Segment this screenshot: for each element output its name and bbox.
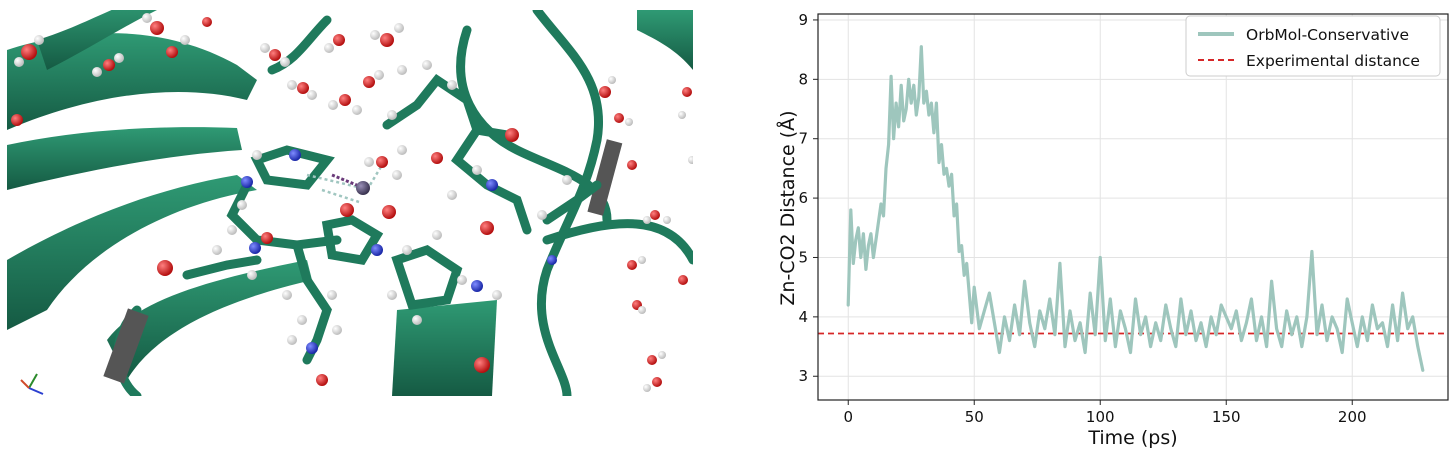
legend: OrbMol-Conservative Experimental distanc… [1185, 15, 1441, 77]
ligand-sticks [182, 73, 602, 365]
x-ticks: 0 50 100 150 200 [843, 400, 1367, 426]
chart-svg: 0 50 100 150 200 3 4 5 6 7 8 9 Time (ps) Zn-CO2 Di… [776, 11, 1449, 449]
y-tick-label: 4 [798, 308, 808, 326]
series-layer [846, 45, 1425, 372]
y-tick-label: 5 [798, 248, 808, 266]
x-tick-label: 100 [1086, 408, 1115, 426]
y-ticks: 3 4 5 6 7 8 9 [798, 11, 818, 385]
legend-label-experimental: Experimental distance [1246, 52, 1420, 70]
y-tick-label: 7 [798, 130, 808, 148]
plot-frame [817, 13, 1449, 401]
ribbon-strands [7, 10, 693, 396]
axes-triad-icon [20, 373, 44, 395]
x-axis-label: Time (ps) [1087, 427, 1177, 449]
legend-label-orbmol: OrbMol-Conservative [1246, 26, 1409, 44]
x-tick-label: 200 [1338, 408, 1367, 426]
y-tick-label: 6 [798, 189, 808, 207]
y-tick-label: 3 [798, 367, 808, 385]
x-tick-label: 0 [843, 408, 853, 426]
legend-box [1185, 15, 1441, 77]
protein-active-site-image [7, 10, 693, 396]
y-tick-label: 9 [798, 11, 808, 29]
series-line-orbmol-conservative [846, 45, 1425, 372]
zinc-ion [356, 181, 370, 195]
nitrogen-atoms [241, 149, 557, 354]
y-axis-label: Zn-CO2 Distance (Å) [776, 110, 799, 305]
x-tick-label: 150 [1212, 408, 1241, 426]
x-tick-label: 50 [965, 408, 984, 426]
distance-chart: 0 50 100 150 200 3 4 5 6 7 8 9 Time (ps) Zn-CO2 Di… [740, 0, 1456, 456]
y-tick-label: 8 [798, 70, 808, 88]
hydrogen-atoms [14, 13, 693, 392]
molecular-structure-render [7, 10, 693, 396]
coordination-bonds [306, 164, 384, 204]
